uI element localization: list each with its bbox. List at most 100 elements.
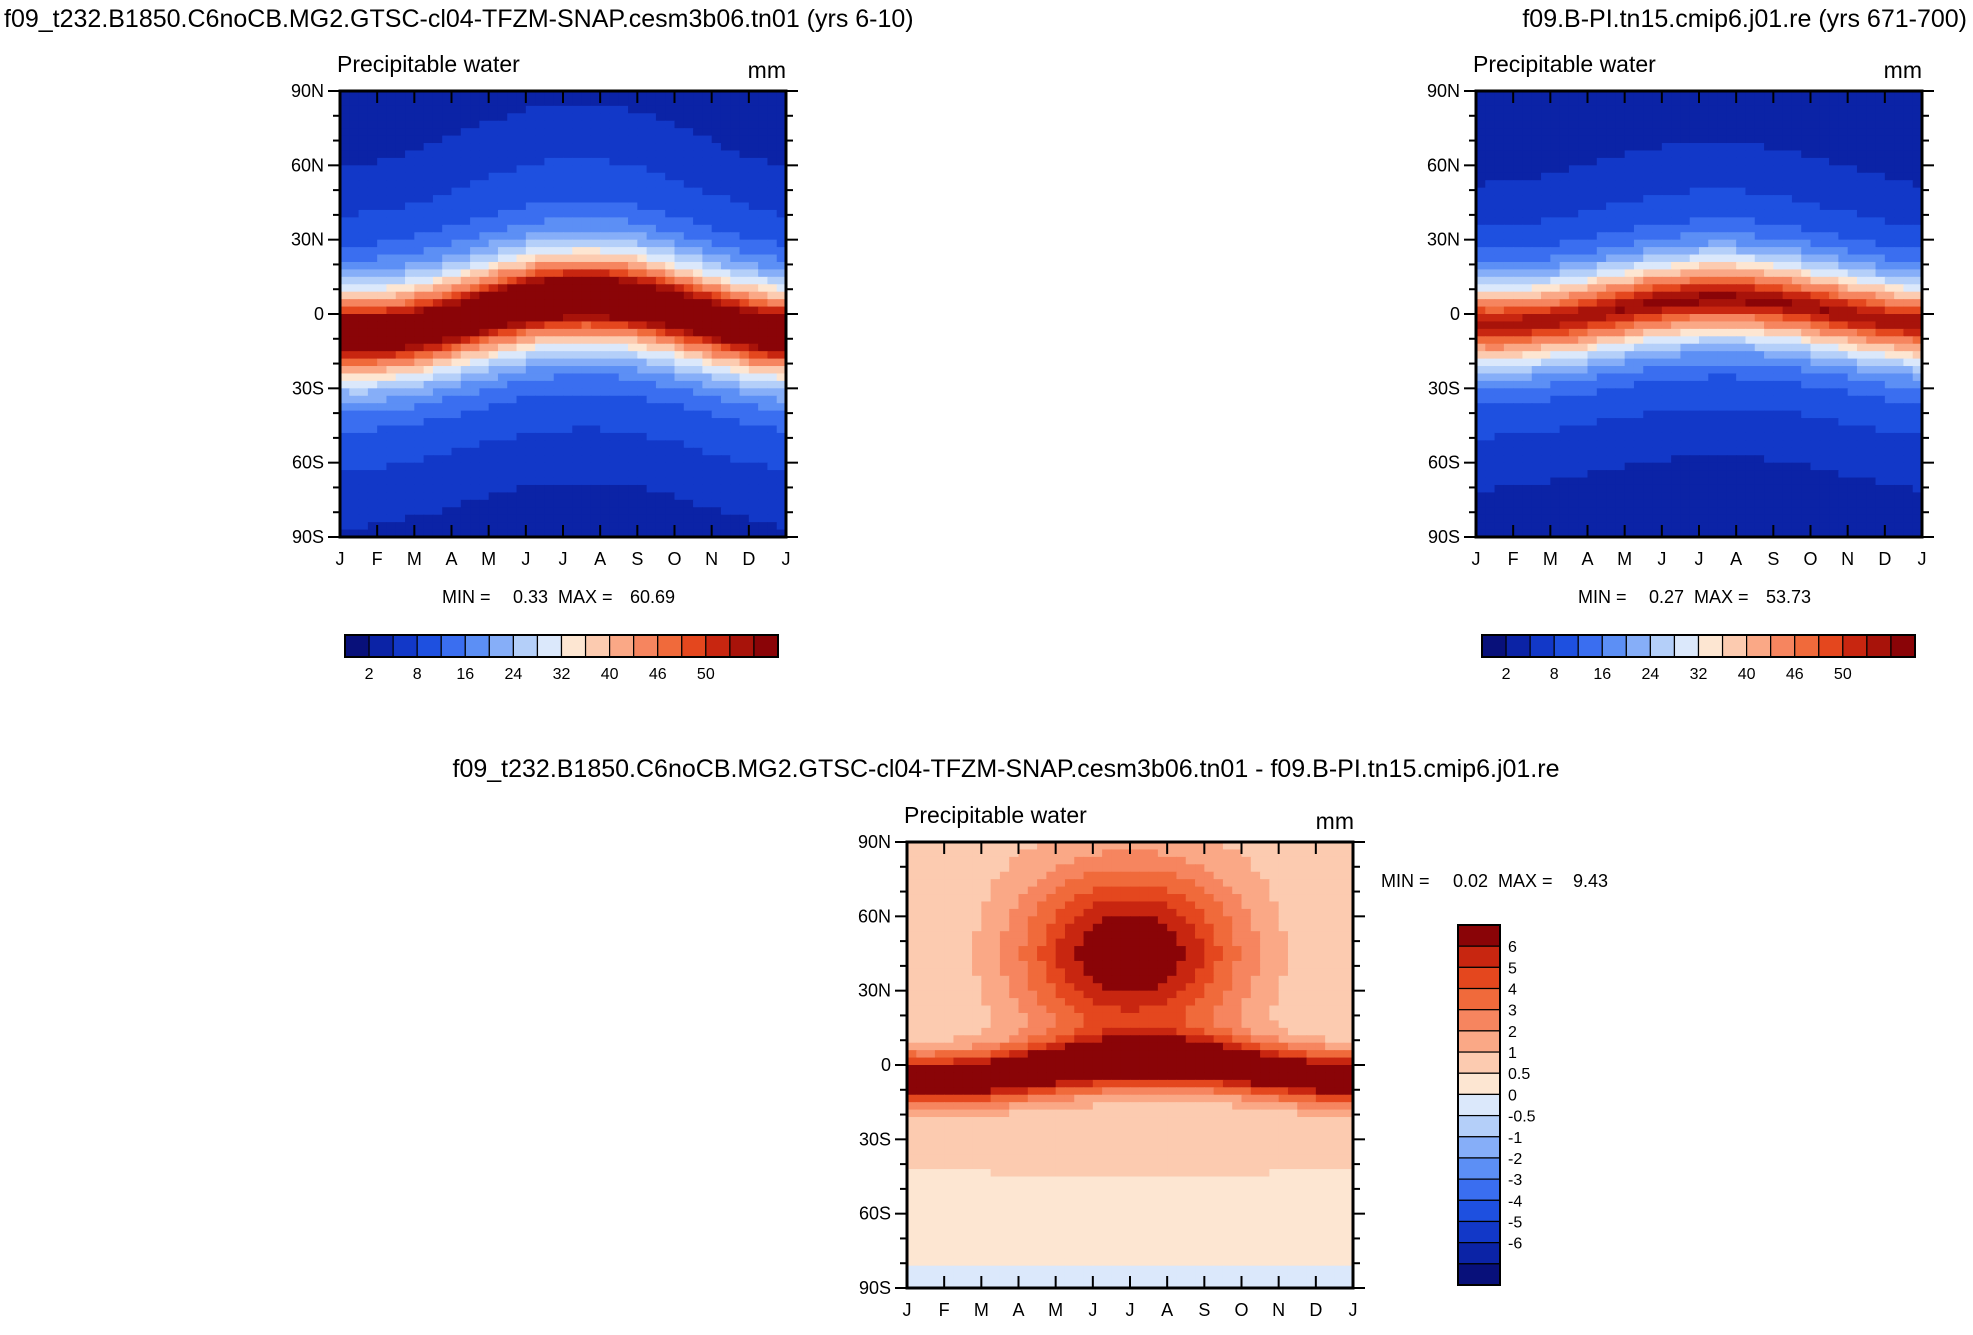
right-cell bbox=[1708, 284, 1719, 293]
left-cell bbox=[674, 395, 685, 404]
left-cell bbox=[581, 224, 592, 233]
right-cell bbox=[1476, 120, 1486, 129]
left-cell bbox=[340, 299, 350, 308]
left-cell bbox=[748, 172, 759, 181]
right-cell bbox=[1633, 395, 1644, 404]
left-cell bbox=[507, 120, 518, 129]
left-cell bbox=[572, 135, 583, 144]
left-cell bbox=[460, 470, 471, 479]
right-cell bbox=[1513, 366, 1524, 375]
left-cell bbox=[609, 507, 620, 516]
left-cell bbox=[405, 165, 415, 174]
right-cell bbox=[1884, 321, 1895, 330]
left-cell bbox=[665, 507, 676, 516]
left-cell bbox=[581, 492, 592, 501]
right-cell bbox=[1810, 224, 1821, 233]
right-cell bbox=[1717, 202, 1728, 211]
left-cell bbox=[693, 269, 703, 278]
left-cell bbox=[665, 477, 676, 486]
right-cell bbox=[1606, 120, 1616, 129]
left-cell bbox=[618, 105, 629, 114]
left-cell bbox=[553, 455, 564, 464]
left-cell bbox=[395, 522, 406, 531]
right-cell bbox=[1606, 291, 1616, 300]
left-cell bbox=[442, 343, 453, 352]
left-cell bbox=[665, 380, 676, 389]
right-cell bbox=[1726, 180, 1737, 189]
right-cell bbox=[1494, 284, 1505, 293]
right-cell bbox=[1782, 209, 1793, 218]
left-cell bbox=[767, 484, 778, 493]
left-cell bbox=[572, 254, 583, 263]
left-cell bbox=[637, 261, 648, 270]
right-cell bbox=[1801, 284, 1812, 293]
left-cell bbox=[748, 358, 759, 367]
left-cell bbox=[544, 514, 555, 523]
left-cell bbox=[702, 425, 713, 434]
left-cell bbox=[507, 492, 518, 501]
left-cell bbox=[544, 470, 555, 479]
right-cell bbox=[1680, 366, 1691, 375]
left-cell bbox=[451, 232, 462, 241]
right-cell bbox=[1633, 143, 1644, 152]
right-cell bbox=[1782, 98, 1793, 107]
right-cell bbox=[1503, 336, 1514, 345]
right-cell bbox=[1838, 195, 1849, 204]
left-cell bbox=[507, 247, 518, 256]
left-cell bbox=[739, 388, 750, 397]
right-cell bbox=[1615, 395, 1626, 404]
left-cell bbox=[367, 98, 378, 107]
left-cell bbox=[628, 165, 638, 174]
right-cell bbox=[1652, 157, 1663, 166]
left-cell bbox=[414, 418, 425, 427]
left-cell bbox=[367, 418, 378, 427]
right-cell bbox=[1736, 91, 1747, 100]
right-cell bbox=[1476, 150, 1486, 159]
right-cell bbox=[1596, 217, 1607, 226]
left-cell bbox=[470, 195, 480, 204]
left-cell bbox=[340, 98, 350, 107]
left-cell bbox=[349, 284, 360, 293]
left-cell bbox=[618, 484, 629, 493]
right-cell bbox=[1550, 321, 1561, 330]
right-cell bbox=[1503, 314, 1514, 323]
right-cell bbox=[1856, 120, 1867, 129]
left-cell bbox=[340, 91, 350, 100]
left-cell bbox=[609, 143, 620, 152]
left-cell bbox=[386, 447, 397, 456]
left-cell bbox=[479, 507, 490, 516]
left-cell bbox=[572, 232, 583, 241]
right-cell bbox=[1485, 232, 1496, 241]
right-cell bbox=[1503, 157, 1514, 166]
left-cell bbox=[451, 91, 462, 100]
left-cell bbox=[683, 98, 694, 107]
left-cell bbox=[377, 98, 388, 107]
right-cell bbox=[1717, 165, 1728, 174]
left-cell bbox=[748, 299, 759, 308]
right-cell bbox=[1671, 247, 1682, 256]
left-cell bbox=[609, 209, 620, 218]
left-cell bbox=[349, 507, 360, 516]
left-cell bbox=[488, 492, 499, 501]
right-cell bbox=[1522, 358, 1533, 367]
right-cell bbox=[1894, 284, 1905, 293]
right-cell bbox=[1764, 336, 1774, 345]
right-cell bbox=[1559, 366, 1570, 375]
right-cell bbox=[1875, 380, 1886, 389]
right-cell bbox=[1689, 209, 1700, 218]
right-cell bbox=[1903, 276, 1914, 285]
left-cell bbox=[405, 507, 415, 516]
right-cell bbox=[1866, 98, 1877, 107]
right-cell bbox=[1503, 232, 1514, 241]
left-cell bbox=[758, 150, 769, 159]
right-cell bbox=[1615, 269, 1626, 278]
right-cell bbox=[1810, 269, 1821, 278]
right-cell bbox=[1578, 157, 1589, 166]
right-cell bbox=[1754, 157, 1765, 166]
right-cell bbox=[1894, 291, 1905, 300]
right-cell bbox=[1754, 321, 1765, 330]
right-cell bbox=[1782, 343, 1793, 352]
right-cell bbox=[1829, 254, 1839, 263]
left-cell bbox=[590, 306, 601, 315]
left-cell bbox=[646, 187, 657, 196]
